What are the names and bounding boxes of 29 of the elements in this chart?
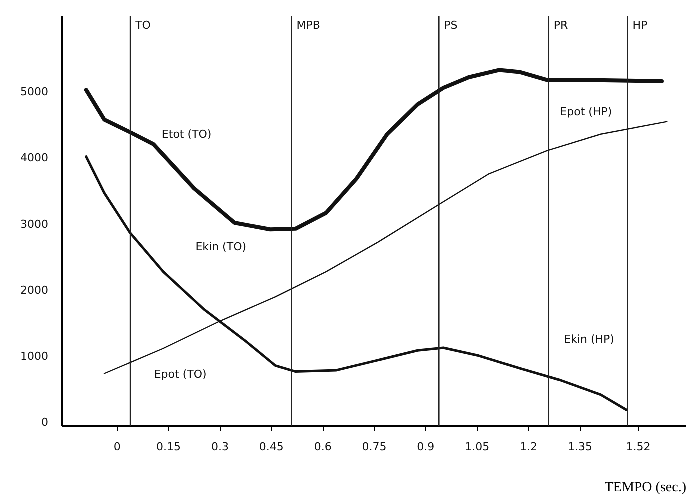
x-tick-label: 0.9 bbox=[417, 440, 435, 454]
x-tick-label: 0.3 bbox=[211, 440, 229, 454]
annotation: Ekin (HP) bbox=[564, 332, 614, 346]
y-tick-label: 1000 bbox=[20, 350, 48, 364]
x-tick-label: 1.52 bbox=[626, 440, 651, 454]
y-tick-label: 4000 bbox=[20, 152, 48, 165]
annotation: Etot (TO) bbox=[162, 128, 212, 141]
x-tick-label: 0.75 bbox=[362, 440, 387, 454]
y-tick-label: 0 bbox=[42, 416, 48, 430]
ref-line-label: MPB bbox=[296, 19, 320, 32]
ref-line-label: PR bbox=[554, 19, 568, 32]
ref-line-label: HP bbox=[632, 19, 648, 32]
ref-line-label: PS bbox=[444, 19, 458, 32]
y-tick-label: 5000 bbox=[20, 86, 48, 99]
ref-line-label: TO bbox=[134, 19, 152, 32]
x-tick-label: 0 bbox=[114, 440, 121, 454]
annotation: Ekin (TO) bbox=[196, 240, 247, 254]
annotation: Epot (HP) bbox=[560, 105, 612, 118]
x-tick-label: 1.2 bbox=[520, 440, 538, 454]
x-tick-label: 0.45 bbox=[259, 440, 284, 454]
x-tick-label: 1.35 bbox=[568, 440, 592, 454]
y-tick-label: 2000 bbox=[20, 284, 48, 297]
x-tick-label: 1.05 bbox=[465, 440, 490, 454]
y-tick-label: 3000 bbox=[20, 218, 48, 231]
x-axis-title: TEMPO (sec.) bbox=[604, 480, 687, 496]
x-tick-label: 0.15 bbox=[156, 440, 182, 454]
line-series bbox=[84, 68, 664, 232]
x-tick-label: 0.6 bbox=[314, 440, 332, 454]
annotation: Epot (TO) bbox=[154, 368, 207, 381]
